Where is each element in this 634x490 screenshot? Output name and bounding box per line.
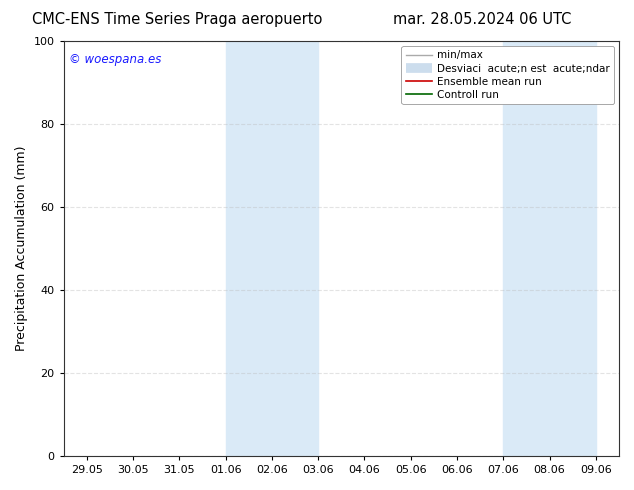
Bar bbox=[226, 41, 318, 456]
Text: CMC-ENS Time Series Praga aeropuerto: CMC-ENS Time Series Praga aeropuerto bbox=[32, 12, 323, 27]
Legend: min/max, Desviaci  acute;n est  acute;ndar, Ensemble mean run, Controll run: min/max, Desviaci acute;n est acute;ndar… bbox=[401, 46, 614, 104]
Text: mar. 28.05.2024 06 UTC: mar. 28.05.2024 06 UTC bbox=[392, 12, 571, 27]
Bar bbox=[503, 41, 596, 456]
Y-axis label: Precipitation Accumulation (mm): Precipitation Accumulation (mm) bbox=[15, 146, 28, 351]
Text: © woespana.es: © woespana.es bbox=[69, 53, 162, 67]
